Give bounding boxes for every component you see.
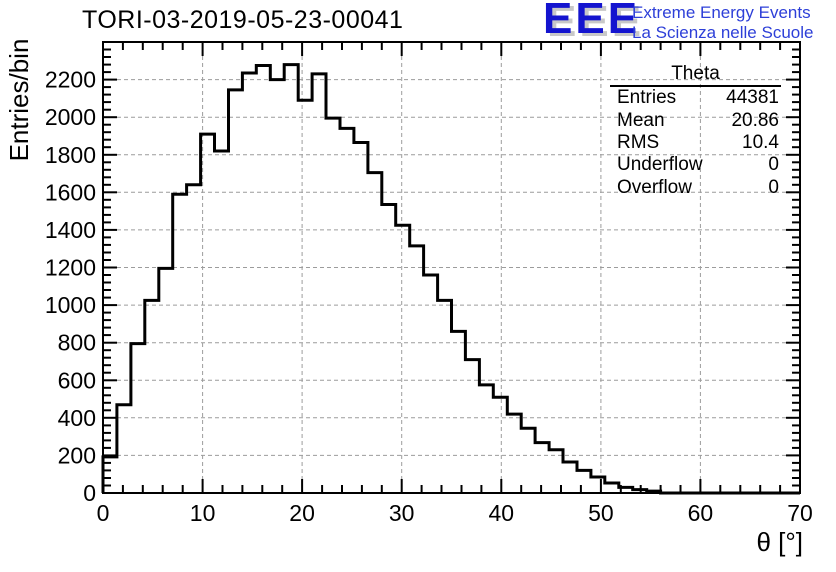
x-tick-label: 50 [588, 500, 614, 526]
stats-row-rms: RMS 10.4 [610, 132, 781, 154]
x-tick-label: 0 [97, 500, 110, 526]
stats-row-entries: Entries 44381 [610, 87, 781, 109]
y-tick-label: 2200 [45, 67, 96, 93]
x-tick-label: 30 [389, 500, 415, 526]
stats-row-overflow: Overflow 0 [610, 177, 781, 199]
x-tick-label: 20 [289, 500, 315, 526]
stats-box: Theta Entries 44381 Mean 20.86 RMS 10.4 … [610, 63, 781, 199]
stats-label: RMS [617, 131, 660, 153]
eee-logo-line1: Extreme Energy Events [632, 3, 811, 22]
stats-value: 0 [768, 176, 779, 198]
y-tick-label: 1600 [45, 179, 96, 205]
y-tick-label: 200 [58, 442, 96, 468]
x-tick-label: 40 [489, 500, 515, 526]
y-tick-label: 1200 [45, 255, 96, 281]
stats-value: 10.4 [742, 131, 779, 153]
y-tick-label: 600 [58, 367, 96, 393]
y-tick-label: 1000 [45, 292, 96, 318]
stats-row-mean: Mean 20.86 [610, 109, 781, 131]
stats-row-underflow: Underflow 0 [610, 154, 781, 176]
stats-value: 44381 [726, 87, 779, 109]
stats-value: 20.86 [731, 109, 779, 131]
y-tick-label: 1400 [45, 217, 96, 243]
y-tick-label: 0 [83, 480, 96, 506]
stats-label: Entries [617, 87, 677, 109]
y-tick-label: 2000 [45, 104, 96, 130]
x-tick-label: 70 [787, 500, 813, 526]
eee-logo-line2: La Scienza nelle Scuole [632, 23, 814, 42]
y-tick-label: 800 [58, 330, 96, 356]
x-tick-label: 10 [190, 500, 216, 526]
y-axis-title: Entries/bin [4, 39, 34, 162]
y-tick-label: 400 [58, 405, 96, 431]
histogram-path [101, 63, 800, 495]
stats-title: Theta [610, 63, 781, 87]
stats-value: 0 [768, 154, 779, 176]
stats-label: Overflow [617, 176, 692, 198]
eee-logo-acronym: EEE [543, 0, 641, 43]
stats-label: Mean [617, 109, 665, 131]
plot-title: TORI-03-2019-05-23-00041 [82, 6, 404, 34]
stats-label: Underflow [617, 154, 703, 176]
y-tick-label: 1800 [45, 142, 96, 168]
x-axis-title: θ [°] [756, 527, 803, 557]
x-tick-label: 60 [688, 500, 714, 526]
